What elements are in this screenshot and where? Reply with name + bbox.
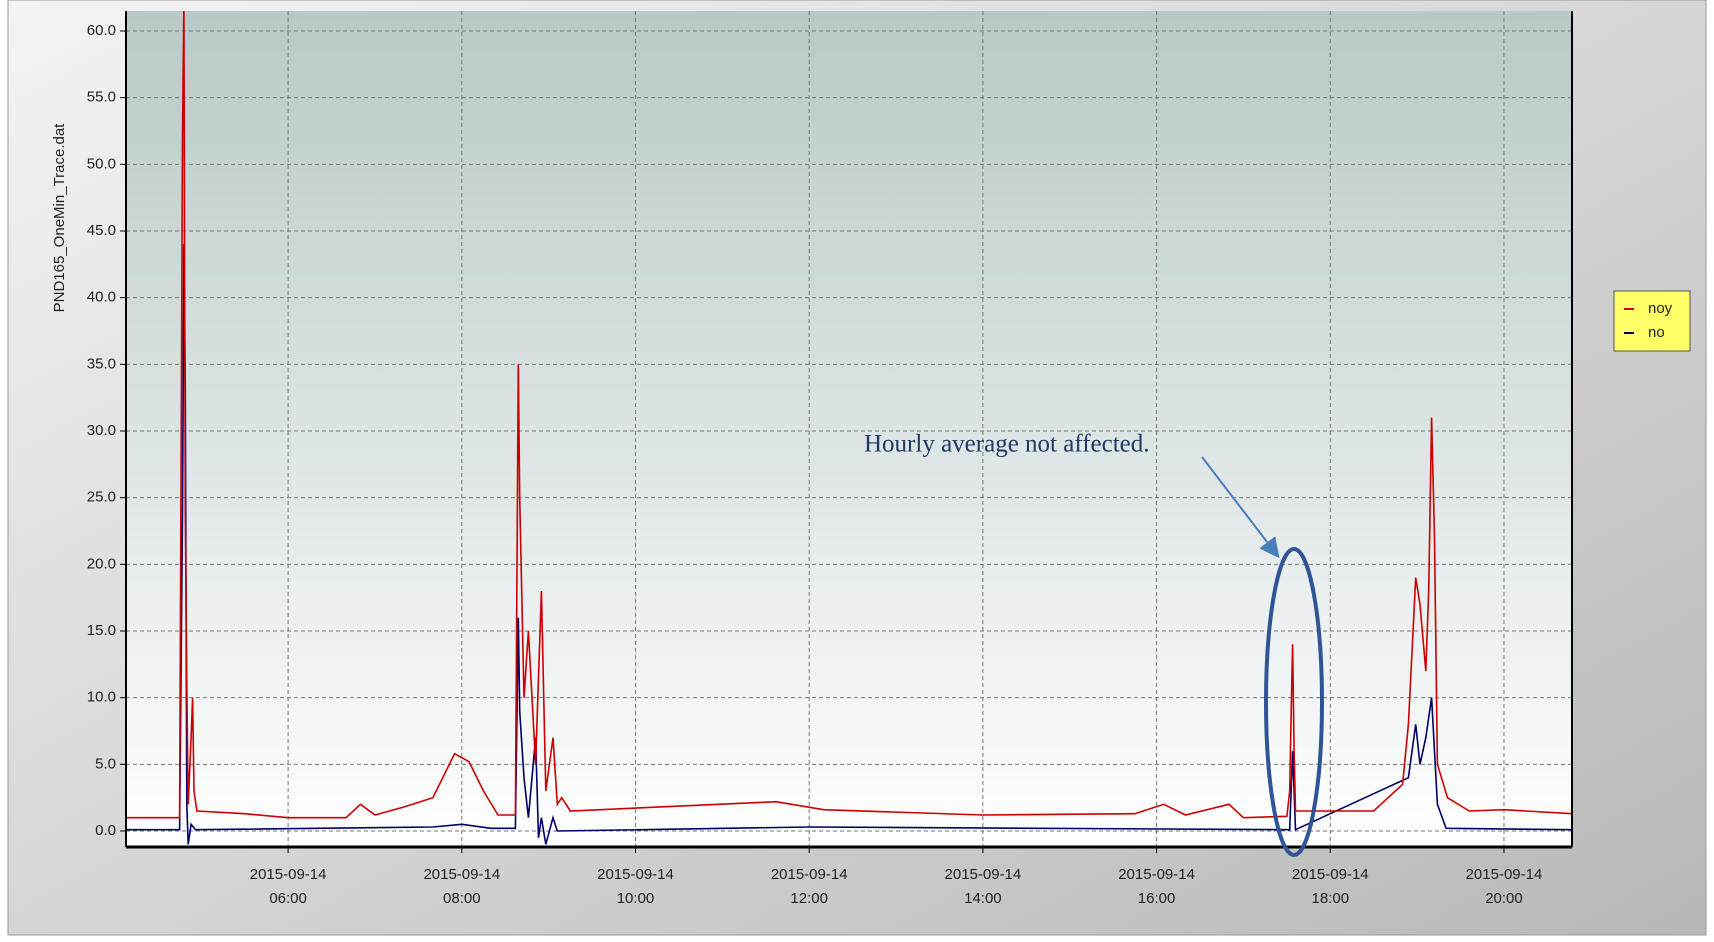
y-tick-label: 35.0 <box>87 355 116 372</box>
y-tick-label: 45.0 <box>87 222 116 239</box>
y-tick-label: 20.0 <box>87 555 116 572</box>
y-tick-label: 40.0 <box>87 289 116 306</box>
annotation-arrow <box>1201 456 1280 559</box>
y-tick-label: 55.0 <box>87 89 116 106</box>
series-line <box>126 11 1572 819</box>
y-tick-label: 50.0 <box>87 155 116 172</box>
x-tick-label: 2015-09-14 18:00 <box>1292 866 1369 907</box>
y-tick-label: 60.0 <box>87 22 116 39</box>
annotation: Hourly average not affected. <box>864 431 1150 458</box>
legend-label: no <box>1648 324 1665 341</box>
legend: noy no <box>1613 290 1691 352</box>
y-tick-label: 5.0 <box>95 755 116 772</box>
legend-label: noy <box>1648 300 1673 317</box>
x-tick-label: 2015-09-14 16:00 <box>1118 866 1195 907</box>
grid <box>120 11 1572 853</box>
x-tick-label: 2015-09-14 10:00 <box>597 866 674 907</box>
y-tick-label: 15.0 <box>87 622 116 639</box>
x-tick-label: 2015-09-14 20:00 <box>1466 866 1543 907</box>
y-tick-label: 30.0 <box>87 422 116 439</box>
series-line <box>126 244 1572 845</box>
y-axis-label: PND165_OneMin_Trace.dat <box>51 123 68 313</box>
plot-area <box>126 11 1572 847</box>
x-tick-label: 2015-09-14 12:00 <box>771 866 848 907</box>
x-tick-label: 2015-09-14 08:00 <box>423 866 500 907</box>
x-tick-label: 2015-09-14 06:00 <box>250 866 327 907</box>
y-tick-label: 0.0 <box>95 822 116 839</box>
highlight-ellipse <box>1264 547 1324 857</box>
y-tick-label: 10.0 <box>87 689 116 706</box>
legend-box <box>1613 290 1691 352</box>
lines <box>126 11 1572 845</box>
y-tick-label: 25.0 <box>87 489 116 506</box>
x-tick-label: 2015-09-14 14:00 <box>945 866 1022 907</box>
